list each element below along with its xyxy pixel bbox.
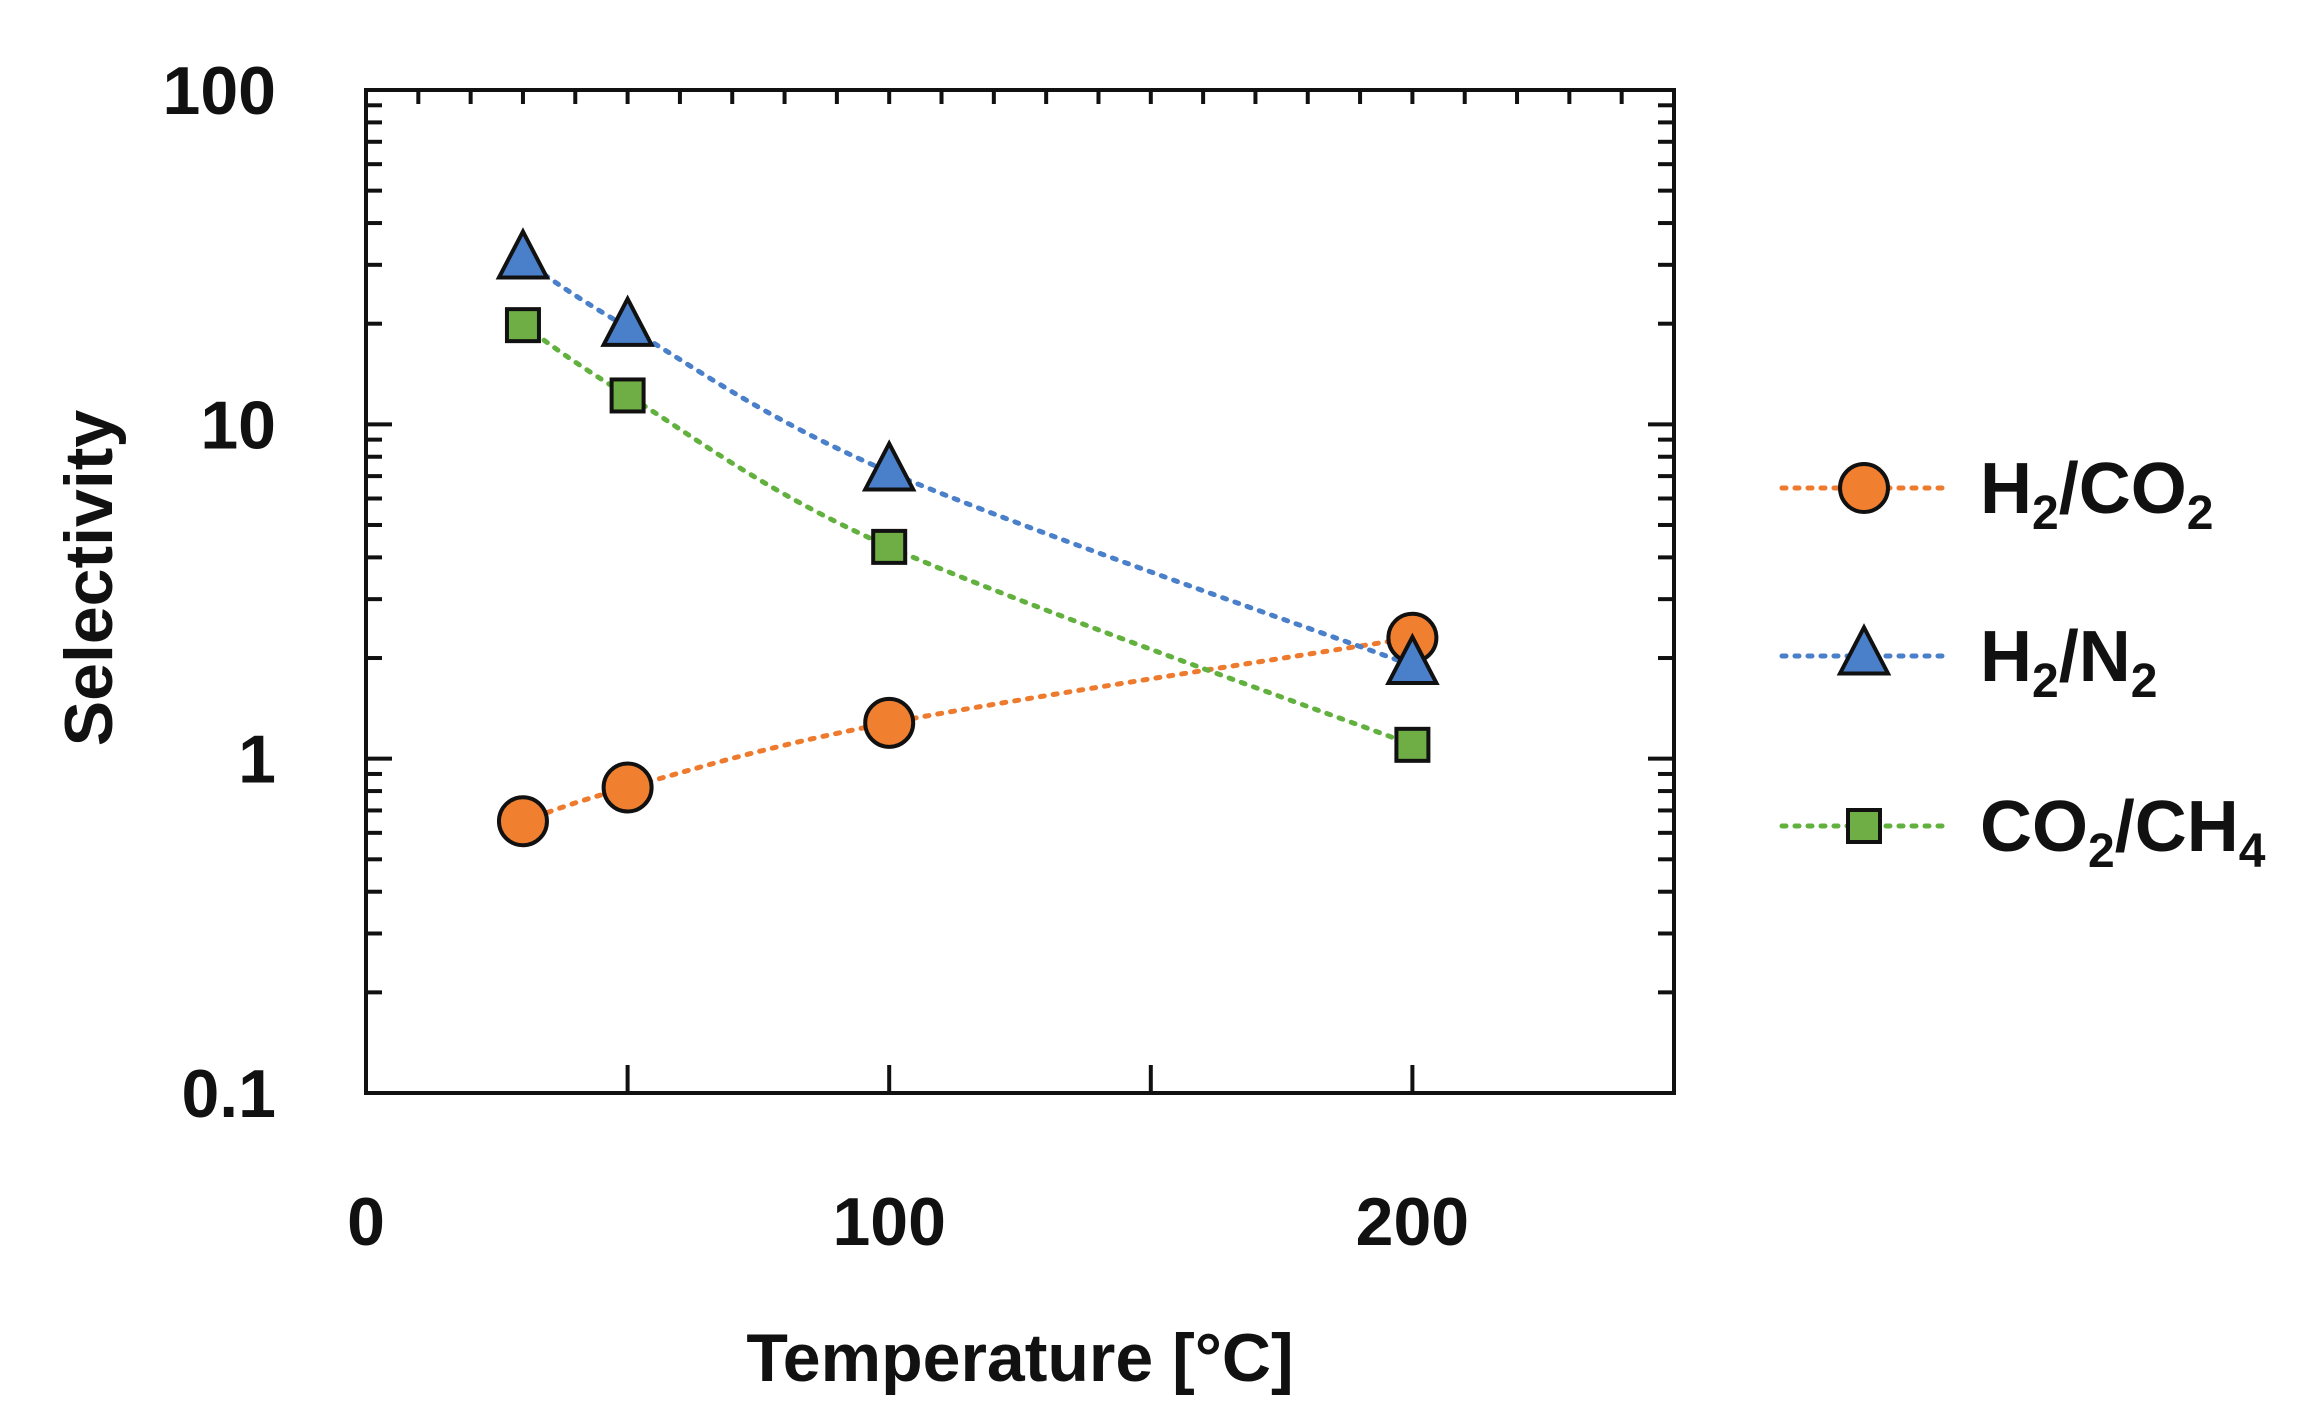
legend-item-h2-n2: H2/N2 — [1779, 617, 2157, 708]
data-point-co2-ch4 — [1394, 726, 1431, 763]
data-point-h2-co2 — [863, 696, 916, 749]
y-tick-label: 10 — [200, 387, 276, 463]
series-line-h2-co2 — [520, 635, 1415, 824]
legend-label-subscript: 2 — [2032, 655, 2059, 708]
data-point-h2-co2 — [496, 795, 549, 848]
data-point-co2-ch4 — [871, 528, 908, 565]
x-axis-title: Temperature [°C] — [746, 1320, 1293, 1396]
legend-label: H2/N2 — [1980, 617, 2157, 708]
y-tick-label: 1 — [238, 722, 276, 798]
data-point-co2-ch4 — [609, 377, 646, 414]
x-tick-label: 100 — [832, 1184, 945, 1260]
legend-label-subscript: 2 — [2032, 487, 2059, 540]
legend-label-part: H — [1980, 617, 2032, 697]
y-tick-label: 0.1 — [181, 1056, 276, 1132]
legend-marker-circle — [1838, 462, 1890, 514]
legend-label-subscript: 2 — [2187, 487, 2214, 540]
legend-label-part: /CH — [2115, 787, 2239, 867]
data-point-h2-n2 — [861, 439, 917, 492]
data-point-h2-co2 — [601, 761, 654, 814]
legend-item-h2-co2: H2/CO2 — [1779, 449, 2213, 540]
series-line-co2-ch4 — [520, 322, 1415, 748]
legend-label: CO2/CH4 — [1980, 787, 2266, 878]
legend-label: H2/CO2 — [1980, 449, 2213, 540]
legend-label-part: /N — [2059, 617, 2131, 697]
data-point-h2-n2 — [1385, 632, 1440, 685]
legend-label-part: CO — [1980, 787, 2088, 867]
data-point-h2-n2 — [600, 294, 655, 347]
y-axis-title: Selectivity — [51, 410, 127, 747]
legend-label-subscript: 2 — [2088, 825, 2115, 878]
legend-label-subscript: 4 — [2239, 825, 2266, 878]
legend-marker-triangle — [1836, 623, 1892, 676]
legend-label-part: /CO — [2059, 449, 2187, 529]
legend-label-subscript: 2 — [2131, 655, 2158, 708]
plot-frame — [364, 88, 1676, 1095]
data-point-co2-ch4 — [504, 307, 541, 344]
legend-marker-square — [1846, 808, 1882, 844]
series-line-h2-n2 — [520, 257, 1415, 668]
x-tick-label: 0 — [347, 1184, 385, 1260]
data-point-h2-n2 — [495, 227, 551, 280]
x-tick-label: 200 — [1356, 1184, 1469, 1260]
legend-label-part: H — [1980, 449, 2032, 529]
legend-item-co2-ch4: CO2/CH4 — [1779, 787, 2266, 878]
y-tick-label: 100 — [163, 53, 276, 129]
